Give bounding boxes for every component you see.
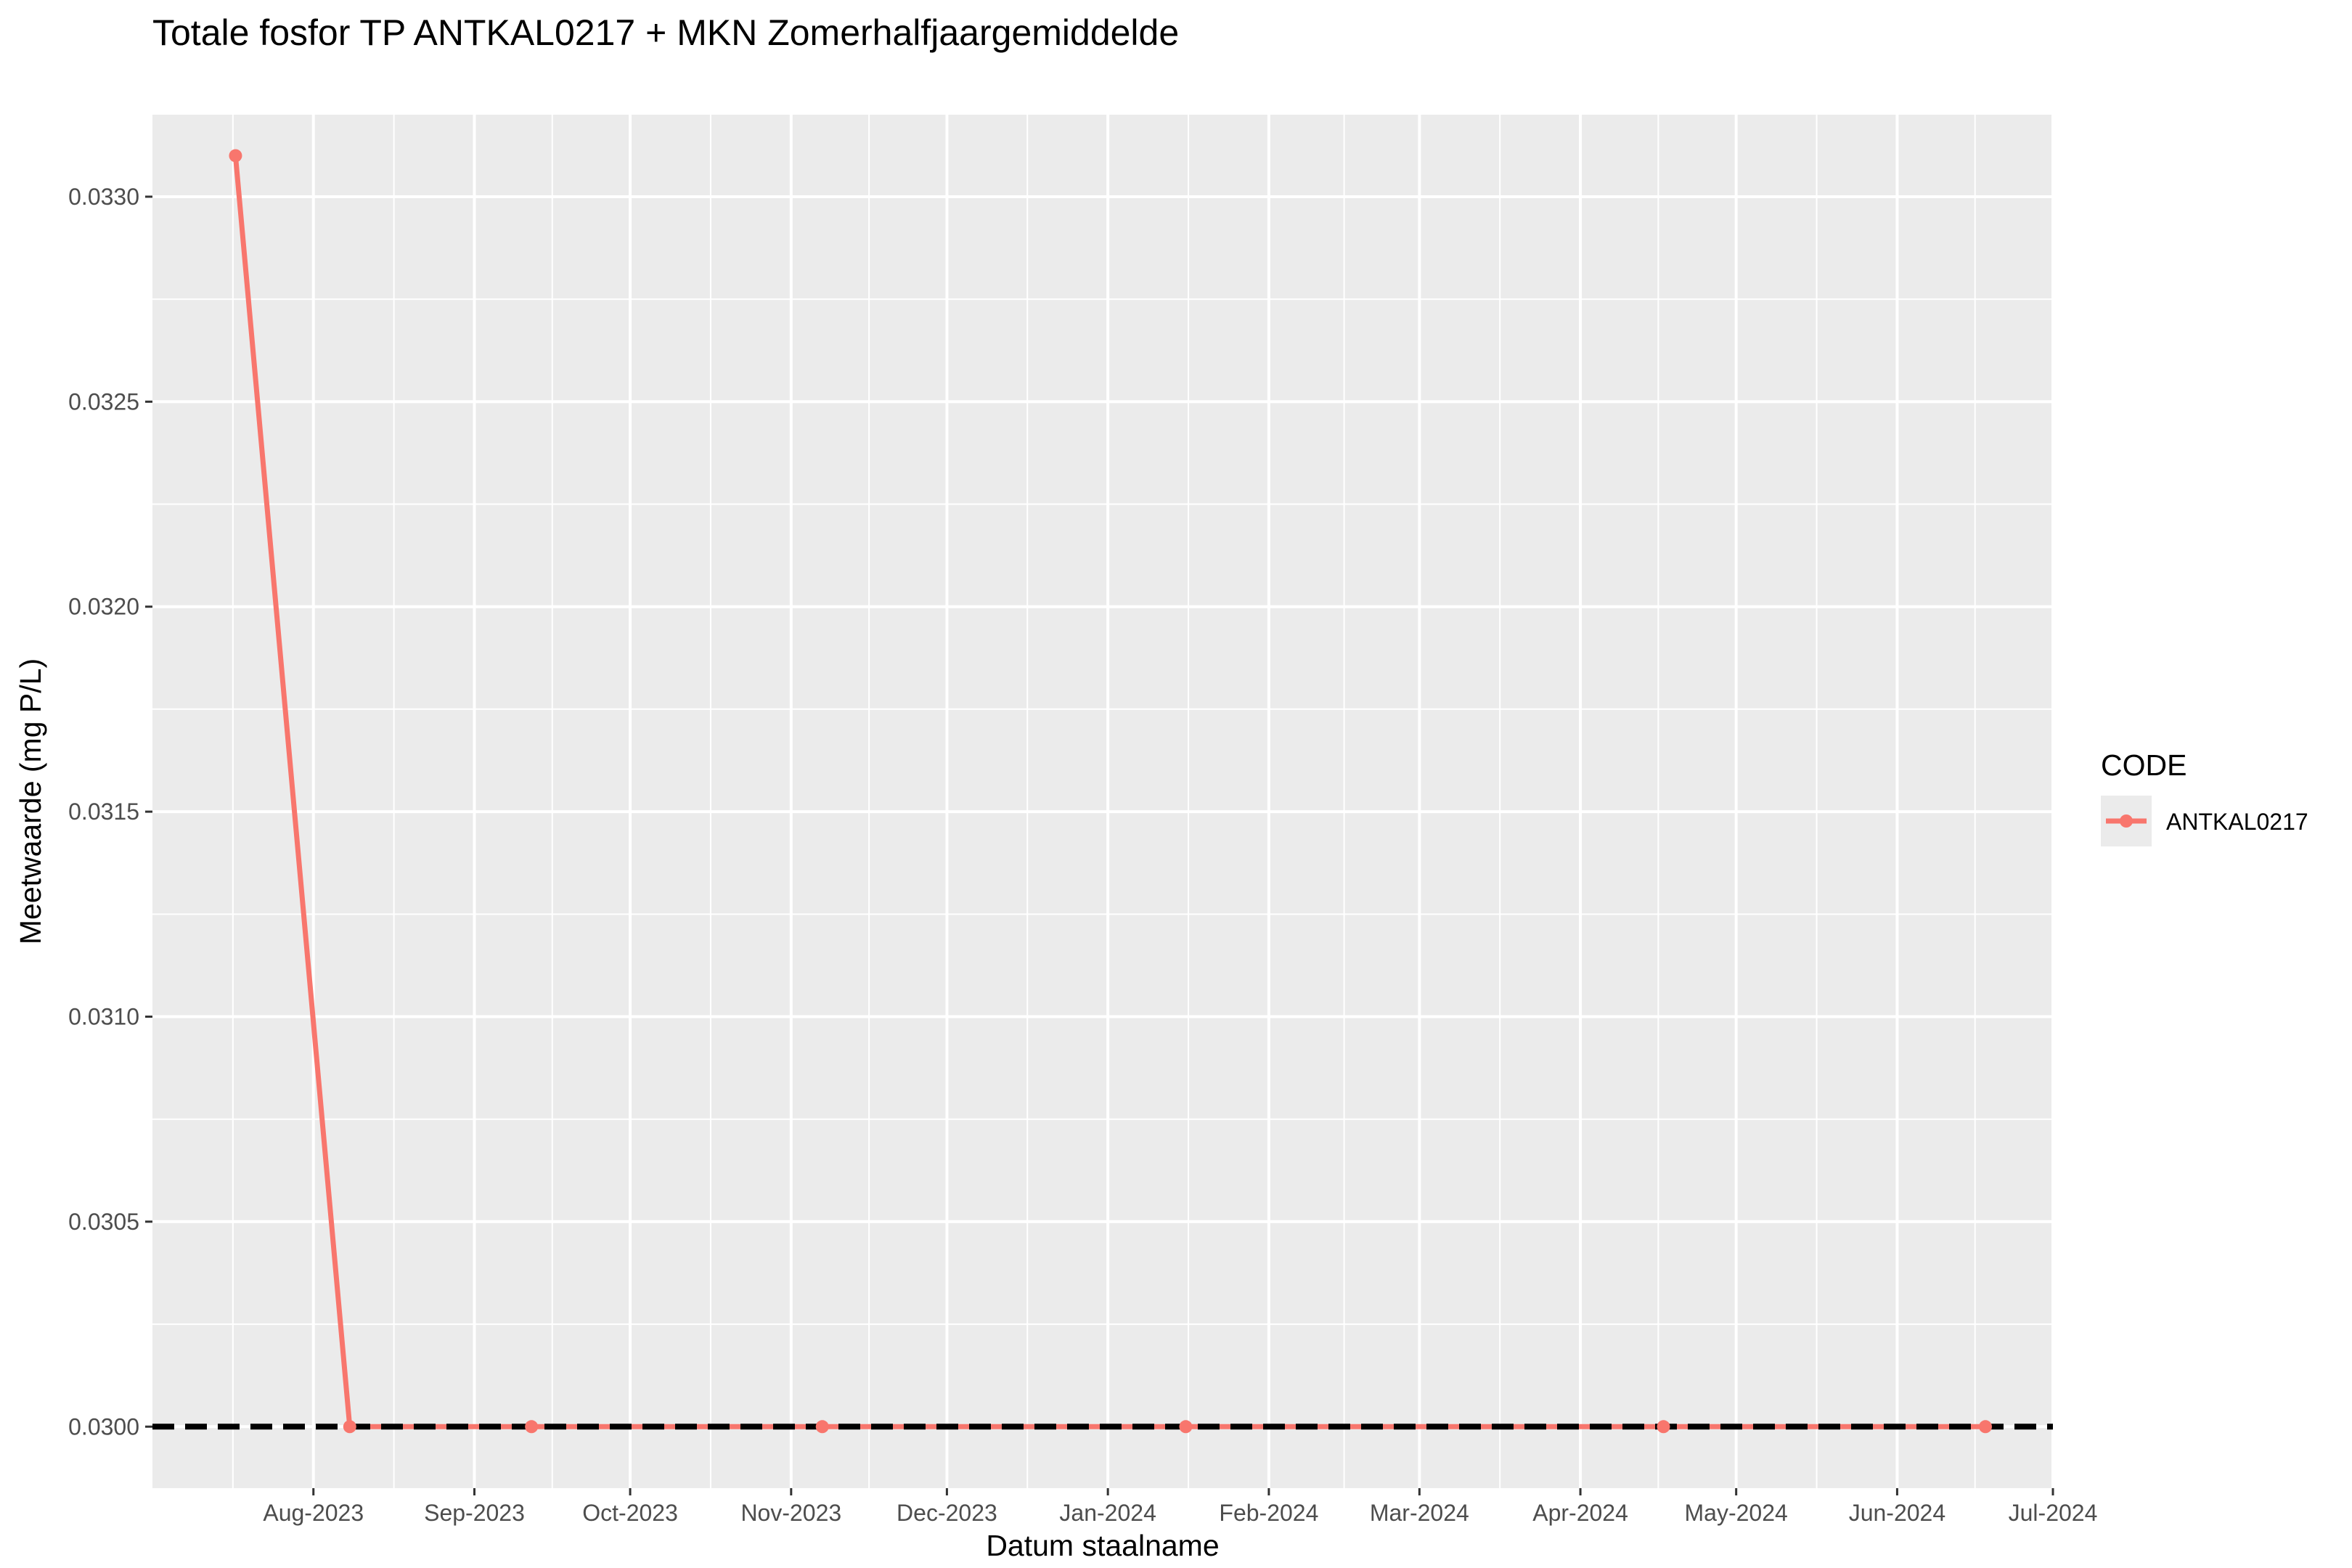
series-points [229, 149, 1993, 1434]
y-axis-title: Meetwaarde (mg P/L) [14, 658, 47, 944]
x-tick-label: Jul-2024 [2009, 1500, 2098, 1526]
grid-minor-x [232, 115, 1976, 1488]
legend-label: ANTKAL0217 [2166, 809, 2308, 835]
x-tick-label: Dec-2023 [897, 1500, 997, 1526]
x-tick-label: Jun-2024 [1849, 1500, 1945, 1526]
legend: CODE ANTKAL0217 [2101, 748, 2308, 846]
x-tick-label: Sep-2023 [424, 1500, 525, 1526]
grid-major-x [311, 115, 2054, 1488]
data-point [343, 1420, 356, 1434]
y-axis: 0.0300 0.0305 0.0310 0.0315 0.0320 0.0325 0.03… [68, 184, 152, 1440]
x-tick-label: May-2024 [1685, 1500, 1788, 1526]
data-point [1657, 1420, 1670, 1434]
data-point [229, 149, 242, 163]
y-tick-label: 0.0300 [68, 1413, 139, 1440]
legend-key-point [2120, 814, 2133, 828]
data-point [525, 1420, 539, 1434]
x-tick-label: Oct-2023 [582, 1500, 678, 1526]
x-tick-label: Mar-2024 [1370, 1500, 1469, 1526]
plot-panel [152, 115, 2053, 1488]
y-tick-label: 0.0330 [68, 184, 139, 210]
legend-title: CODE [2101, 748, 2186, 782]
chart-title: Totale fosfor TP ANTKAL0217 + MKN Zomerh… [152, 12, 1179, 53]
x-tick-label: Aug-2023 [263, 1500, 364, 1526]
data-point [1979, 1420, 1993, 1434]
y-tick-label: 0.0320 [68, 594, 139, 620]
x-tick-label: Nov-2023 [740, 1500, 841, 1526]
y-tick-label: 0.0325 [68, 388, 139, 415]
x-tick-label: Apr-2024 [1532, 1500, 1628, 1526]
data-point [815, 1420, 829, 1434]
y-tick-label: 0.0305 [68, 1209, 139, 1235]
data-point [1179, 1420, 1193, 1434]
x-axis-title: Datum staalname [986, 1529, 1219, 1562]
x-axis: Aug-2023 Sep-2023 Oct-2023 Nov-2023 Dec-2023… [263, 1488, 2097, 1526]
x-tick-label: Jan-2024 [1059, 1500, 1156, 1526]
y-tick-label: 0.0310 [68, 1004, 139, 1030]
x-tick-label: Feb-2024 [1219, 1500, 1318, 1526]
y-tick-label: 0.0315 [68, 799, 139, 825]
